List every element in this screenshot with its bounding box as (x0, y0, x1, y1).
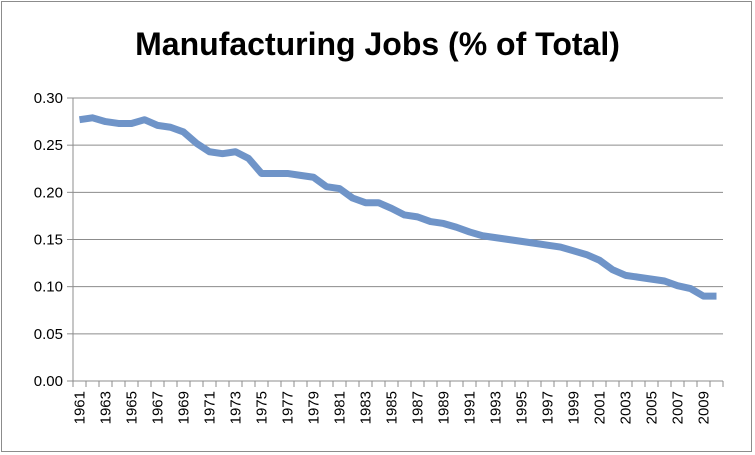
y-tick-label: 0.10 (34, 279, 63, 296)
data-point (531, 240, 538, 247)
data-point (505, 236, 512, 243)
data-point (362, 199, 369, 206)
data-point (401, 211, 408, 218)
data-point (492, 234, 499, 241)
data-point (388, 205, 395, 212)
series-line (78, 114, 717, 300)
x-tick-label: 1983 (358, 391, 375, 424)
gridlines (73, 97, 723, 335)
y-tick-label: 0.20 (34, 184, 63, 201)
data-point (297, 172, 304, 179)
data-point (206, 148, 213, 155)
data-point (102, 118, 109, 125)
data-point (349, 194, 356, 201)
data-point (141, 116, 148, 123)
x-tick-label: 2001 (592, 391, 609, 424)
data-point (440, 220, 447, 227)
x-tick-label: 1995 (514, 391, 531, 424)
data-point (89, 114, 96, 121)
data-point (76, 116, 83, 123)
x-tick-label: 1987 (410, 391, 427, 424)
data-point (687, 285, 694, 292)
y-tick-label: 0.15 (34, 232, 63, 249)
data-point (323, 183, 330, 190)
x-tick-label: 1971 (202, 391, 219, 424)
x-tick-label: 2009 (696, 391, 713, 424)
x-tick-label: 1979 (306, 391, 323, 424)
x-tick-label: 1973 (228, 391, 245, 424)
data-point (128, 120, 135, 127)
x-axis-ticks: 1961 1963 1965 1967 1969 1971 1973 1975 1977 1979… (72, 381, 724, 424)
x-tick-label: 1965 (124, 391, 141, 424)
data-point (219, 150, 226, 157)
data-point (375, 199, 382, 206)
data-point (635, 274, 642, 281)
data-point (557, 244, 564, 251)
x-tick-label: 1961 (72, 391, 89, 424)
data-point (479, 232, 486, 239)
x-tick-label: 2003 (618, 391, 635, 424)
x-tick-label: 1963 (98, 391, 115, 424)
data-point (193, 140, 200, 147)
data-point (180, 128, 187, 135)
x-tick-label: 1981 (332, 391, 349, 424)
x-tick-label: 1993 (488, 391, 505, 424)
x-tick-label: 1985 (384, 391, 401, 424)
x-tick-label: 1969 (176, 391, 193, 424)
x-tick-label: 1997 (540, 391, 557, 424)
data-point (284, 170, 291, 177)
data-point (544, 242, 551, 249)
data-point (596, 257, 603, 264)
y-axis-ticks: 0.00 0.05 0.10 0.15 0.20 0.25 0.30 (34, 90, 73, 390)
x-tick-label: 2005 (644, 391, 661, 424)
x-tick-label: 1975 (254, 391, 271, 424)
data-point (258, 170, 265, 177)
data-point (414, 213, 421, 220)
x-tick-label: 1989 (436, 391, 453, 424)
data-point (700, 293, 707, 300)
data-point (674, 282, 681, 289)
y-tick-label: 0.30 (34, 90, 63, 107)
data-point (271, 170, 278, 177)
y-tick-label: 0.25 (34, 137, 63, 154)
data-point (713, 293, 720, 300)
x-tick-label: 2007 (670, 391, 687, 424)
data-point (648, 276, 655, 283)
data-point (310, 174, 317, 181)
data-point (232, 148, 239, 155)
data-point (336, 185, 343, 192)
x-tick-label: 1967 (150, 391, 167, 424)
data-point (583, 251, 590, 258)
data-point (570, 247, 577, 254)
data-point (518, 238, 525, 245)
data-point (466, 228, 473, 235)
data-point (245, 155, 252, 162)
y-tick-label: 0.05 (34, 326, 63, 343)
x-tick-label: 1991 (462, 391, 479, 424)
data-point (453, 224, 460, 231)
data-point (661, 278, 668, 285)
series (76, 114, 720, 300)
data-point (167, 124, 174, 131)
chart-title: Manufacturing Jobs (% of Total) (135, 26, 620, 62)
data-point (622, 272, 629, 279)
data-point (427, 218, 434, 225)
x-tick-label: 1999 (566, 391, 583, 424)
y-tick-label: 0.00 (34, 373, 63, 390)
data-point (154, 122, 161, 129)
x-tick-label: 1977 (280, 391, 297, 424)
data-point (609, 266, 616, 273)
data-point (115, 120, 122, 127)
